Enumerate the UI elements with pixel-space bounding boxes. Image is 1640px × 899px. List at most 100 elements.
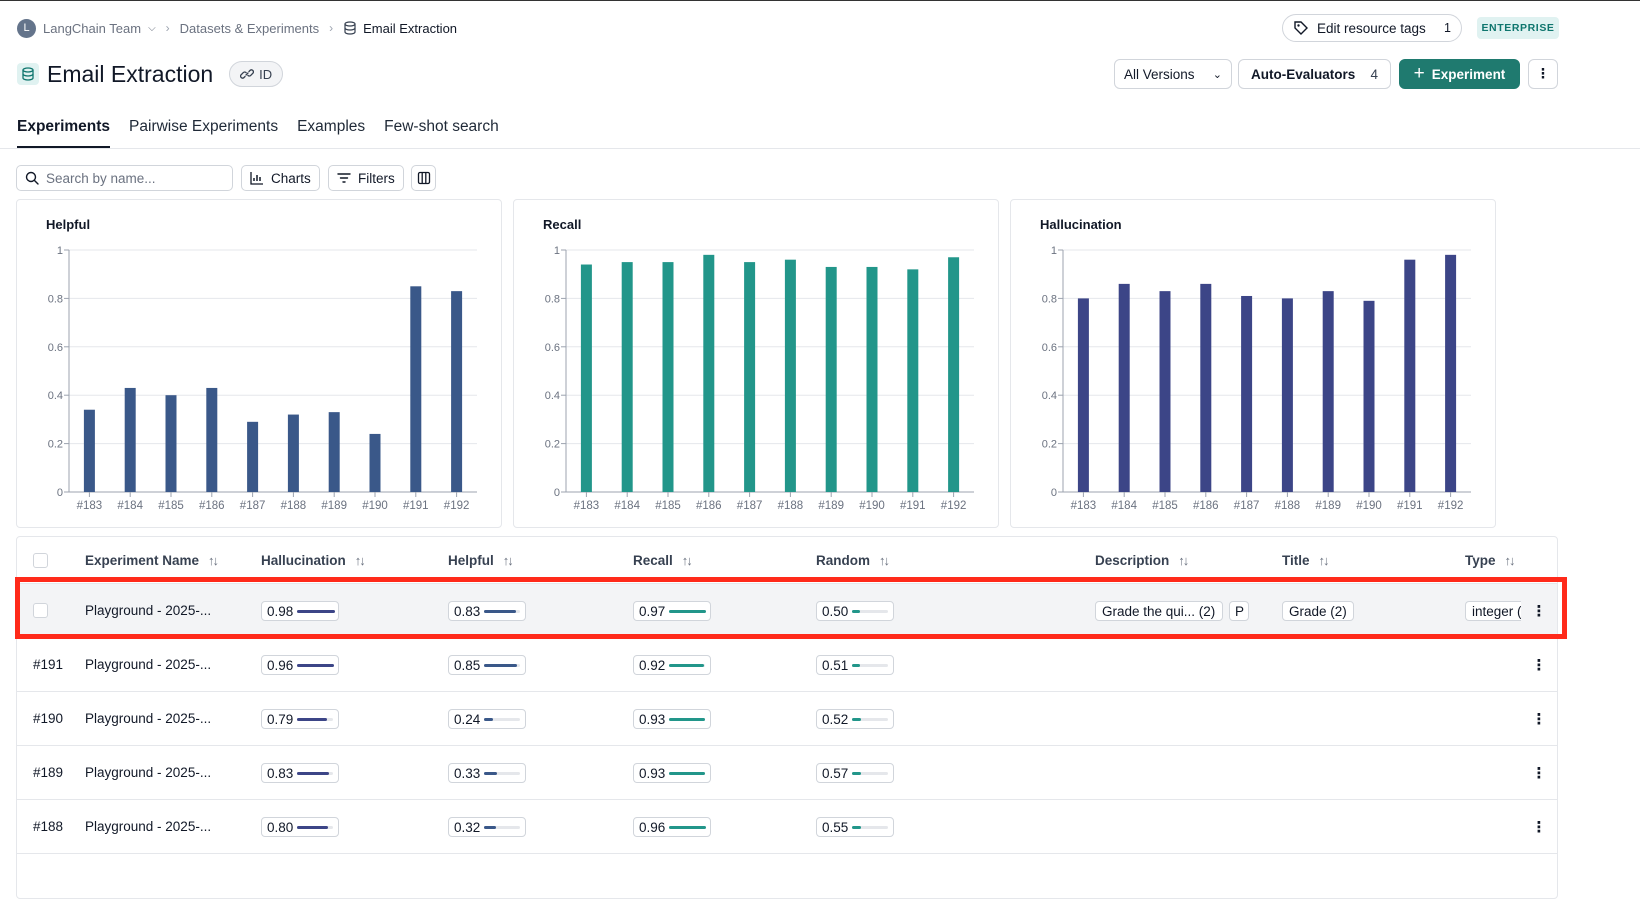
description-tag[interactable]: Grade the qui... (2): [1095, 601, 1223, 621]
column-header-title[interactable]: Title ↑↓: [1282, 537, 1330, 584]
auto-evaluators-button[interactable]: Auto-Evaluators 4: [1238, 59, 1391, 89]
edit-resource-tags-button[interactable]: Edit resource tags 1: [1282, 14, 1462, 42]
row-checkbox[interactable]: [33, 603, 48, 618]
tab-examples[interactable]: Examples: [297, 118, 366, 135]
table-row[interactable]: #191 Playground - 2025-... 0.96 0.85 0.92 0.5…: [17, 638, 1557, 692]
new-experiment-button[interactable]: + Experiment: [1399, 59, 1520, 89]
tab-experiments[interactable]: Experiments: [17, 112, 111, 148]
x-tick-label: #189: [321, 500, 347, 512]
experiment-name[interactable]: Playground - 2025-...: [85, 765, 212, 780]
x-tick-label: #191: [403, 500, 429, 512]
sort-icon[interactable]: ↑↓: [354, 553, 366, 568]
y-tick-label: 0: [1051, 487, 1057, 499]
score-bar-fill: [484, 609, 516, 613]
chevron-down-icon: ⌄: [1212, 68, 1222, 81]
bar-helpful-190: [369, 433, 381, 492]
team-avatar[interactable]: L: [17, 18, 36, 38]
chart-card-helpful: Helpful 0 0.2 0.4 0.6 0.8 1 #183 #184 #185 #186 #18…: [16, 199, 502, 528]
x-tick-label: #188: [281, 500, 307, 512]
helpful-score-pill: 0.32: [448, 817, 526, 837]
experiment-name[interactable]: Playground - 2025-...: [85, 819, 212, 834]
plus-icon: +: [1413, 63, 1425, 84]
bar-helpful-192: [451, 291, 463, 492]
score-bar-track: [297, 825, 333, 829]
score-bar-track: [297, 771, 333, 775]
helpful-score-pill: 0.33: [448, 763, 526, 783]
tab-few-shot-search[interactable]: Few-shot search: [384, 118, 499, 135]
random-score-pill: 0.50: [816, 601, 894, 621]
row-more-options-button[interactable]: ⋮: [1531, 601, 1547, 621]
columns-button[interactable]: [411, 165, 436, 191]
experiment-name[interactable]: Playground - 2025-...: [85, 711, 212, 726]
row-more-options-button[interactable]: ⋮: [1531, 817, 1547, 837]
search-input[interactable]: [46, 170, 216, 186]
score-bar-fill: [484, 825, 497, 829]
search-box[interactable]: [16, 165, 233, 191]
filters-button[interactable]: Filters: [328, 165, 404, 191]
more-options-button[interactable]: ⋮: [1528, 59, 1558, 89]
description-extra-tag[interactable]: P: [1229, 601, 1249, 621]
breadcrumb-datasets[interactable]: Datasets & Experiments: [179, 20, 320, 36]
score-bar-fill: [669, 771, 705, 775]
tab-pairwise-experiments[interactable]: Pairwise Experiments: [129, 118, 279, 135]
random-score-pill: 0.57: [816, 763, 894, 783]
score-bar-track: [852, 771, 888, 775]
column-header-description[interactable]: Description ↑↓: [1095, 537, 1189, 584]
copy-id-button[interactable]: ID: [229, 61, 284, 87]
sort-icon[interactable]: ↑↓: [208, 553, 219, 568]
table-row[interactable]: #190 Playground - 2025-... 0.79 0.24 0.93 0.5…: [17, 692, 1557, 746]
chevron-down-icon[interactable]: ⌵: [148, 22, 156, 34]
column-label: Description: [1095, 553, 1170, 568]
select-all-checkbox[interactable]: [33, 553, 48, 568]
recall-score: 0.97: [639, 603, 666, 619]
auto-evaluators-count: 4: [1370, 66, 1378, 82]
column-header-recall[interactable]: Recall ↑↓: [633, 537, 693, 584]
sort-icon[interactable]: ↑↓: [502, 553, 514, 568]
more-vertical-icon: ⋮: [1531, 657, 1547, 674]
database-icon: [344, 21, 356, 35]
breadcrumb-team[interactable]: LangChain Team: [43, 20, 142, 36]
page-title: Email Extraction: [47, 60, 214, 87]
column-header-random[interactable]: Random ↑↓: [816, 537, 890, 584]
table-row[interactable]: Playground - 2025-... 0.98 0.83 0.97 0.50 Gra…: [17, 584, 1557, 638]
experiment-id: #190: [33, 711, 64, 726]
table-row[interactable]: #189 Playground - 2025-... 0.83 0.33 0.93 0.5…: [17, 746, 1557, 800]
row-more-options-button[interactable]: ⋮: [1531, 655, 1547, 675]
score-bar-fill: [297, 771, 329, 775]
column-header-helpful[interactable]: Helpful ↑↓: [448, 537, 514, 584]
table-row[interactable]: #188 Playground - 2025-... 0.80 0.32 0.96 0.5…: [17, 800, 1557, 854]
experiment-name[interactable]: Playground - 2025-...: [85, 657, 212, 672]
sort-icon[interactable]: ↑↓: [879, 553, 890, 568]
column-header-type[interactable]: Type ↑↓: [1465, 537, 1516, 584]
score-bar-track: [297, 717, 333, 721]
chart-title: Helpful: [46, 217, 90, 232]
x-tick-label: #192: [444, 500, 470, 512]
experiment-id: #189: [33, 765, 64, 780]
title-tag[interactable]: Grade (2): [1282, 601, 1354, 621]
sort-icon[interactable]: ↑↓: [1178, 553, 1189, 568]
recall-score-pill: 0.97: [633, 601, 711, 621]
y-tick-label: 0.6: [48, 342, 63, 354]
experiment-name[interactable]: Playground - 2025-...: [85, 603, 212, 618]
more-vertical-icon: ⋮: [1531, 603, 1547, 620]
sort-icon[interactable]: ↑↓: [1318, 553, 1330, 568]
window-top-border: [0, 0, 1640, 1]
enterprise-badge: ENTERPRISE: [1477, 17, 1559, 39]
random-score-pill: 0.55: [816, 817, 894, 837]
score-bar-fill: [852, 771, 862, 775]
column-header-experiment-name[interactable]: Experiment Name ↑↓: [85, 537, 219, 584]
sort-icon[interactable]: ↑↓: [681, 553, 693, 568]
experiment-id: #191: [33, 657, 64, 672]
type-tag[interactable]: integer (: [1465, 601, 1521, 621]
x-tick-label: #186: [199, 500, 225, 512]
versions-select[interactable]: All Versions ⌄: [1114, 59, 1232, 89]
x-tick-label: #187: [737, 500, 763, 512]
row-more-options-button[interactable]: ⋮: [1531, 763, 1547, 783]
column-header-hallucination[interactable]: Hallucination ↑↓: [261, 537, 366, 584]
x-tick-label: #188: [778, 500, 804, 512]
bar-recall-189: [825, 266, 837, 492]
hallucination-score-pill: 0.80: [261, 817, 339, 837]
sort-icon[interactable]: ↑↓: [1504, 553, 1516, 568]
row-more-options-button[interactable]: ⋮: [1531, 709, 1547, 729]
charts-button[interactable]: Charts: [241, 165, 320, 191]
